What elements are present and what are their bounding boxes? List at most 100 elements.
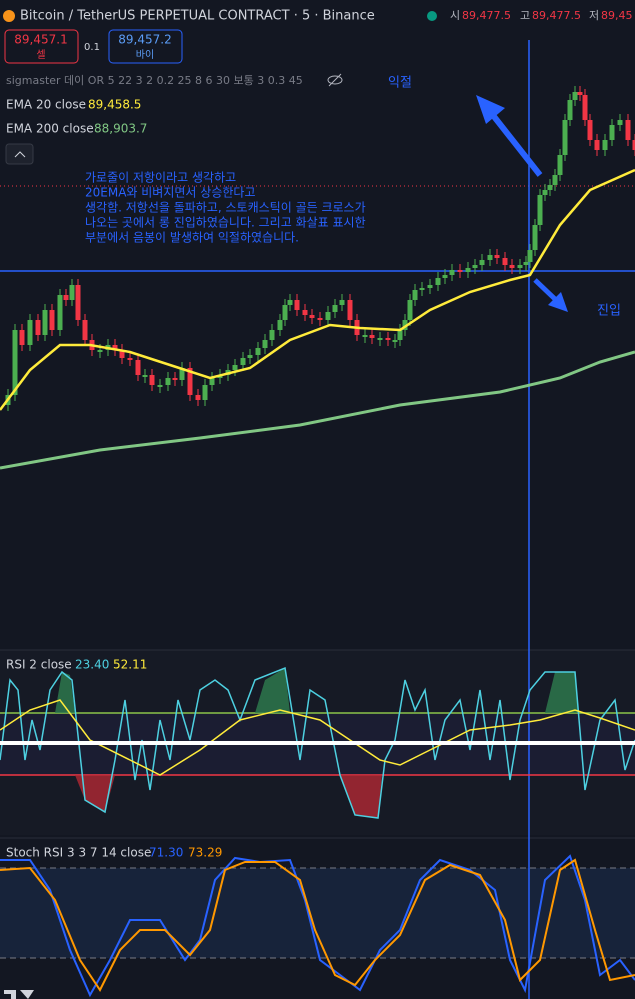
collapse-button[interactable] (5, 143, 34, 165)
candle-body (142, 375, 148, 377)
candle-body (487, 255, 493, 260)
arrow-head (476, 95, 505, 124)
candle-body (202, 385, 208, 400)
high-value: 89,477.5 (532, 9, 581, 22)
candle-body (232, 365, 238, 370)
candle-body (402, 320, 408, 330)
candle-body (449, 270, 455, 275)
candle-body (427, 285, 433, 288)
low-value: 89,45 (601, 9, 633, 22)
candle-body (517, 265, 523, 268)
spread: 0.1 (84, 42, 100, 53)
candle-body (602, 140, 608, 150)
sell-button[interactable] (4, 29, 79, 64)
hide-icon[interactable] (327, 73, 343, 87)
candle-body (339, 300, 345, 305)
candle-body (75, 285, 81, 320)
candle-body (97, 350, 103, 352)
candle-body (502, 258, 508, 265)
candle-body (632, 140, 635, 150)
candle-body (157, 385, 163, 387)
candle-body (572, 92, 578, 100)
arrows (476, 95, 568, 312)
candle-body (465, 268, 471, 272)
candle-body (42, 310, 48, 335)
arrow-head (548, 292, 568, 312)
rsi-signal-value: 52.11 (113, 658, 147, 672)
coin-icon (3, 10, 15, 22)
candle-body (82, 320, 88, 340)
candle-body (19, 330, 25, 345)
candle-body (282, 305, 288, 320)
sigmaster-label: sigmaster 데이 OR 5 22 3 2 0.2 25 8 6 30 보… (6, 74, 303, 87)
candle-body (435, 278, 441, 285)
candle-body (255, 348, 261, 355)
ema200-line (0, 350, 635, 470)
ema200-label: EMA 200 close (6, 122, 94, 136)
entry-label: 진입 (597, 304, 621, 319)
candle-body (63, 295, 69, 300)
note-line: 나오는 곳에서 롱 진입하였습니다. 그리고 화살표 표시한 (85, 216, 366, 230)
candle-body (577, 92, 583, 95)
candle-body (187, 368, 193, 395)
open-label: 시 (450, 9, 460, 22)
candle-body (195, 395, 201, 400)
ema20-line (0, 168, 635, 411)
buy-price[interactable]: 89,457.2 (118, 33, 171, 47)
candle-body (442, 275, 448, 278)
stoch-d-line (0, 858, 635, 992)
candle-body (69, 285, 75, 300)
candle-body (294, 300, 300, 310)
candle-body (457, 270, 463, 272)
stoch-k-value: 71.30 (149, 846, 183, 860)
ema200-value: 88,903.7 (94, 122, 147, 136)
tv-logo[interactable] (4, 990, 34, 999)
candle-body (407, 300, 413, 320)
note-line: 생각함. 저항선을 돌파하고, 스토캐스틱이 골든 크로스가 (85, 201, 366, 215)
arrow-up (489, 112, 543, 177)
rsi-line (0, 666, 635, 819)
ema20-value: 89,458.5 (88, 98, 141, 112)
sell-price[interactable]: 89,457.1 (14, 33, 67, 47)
collapse-icon[interactable] (14, 151, 26, 158)
candle-body (262, 340, 268, 348)
candle-body (287, 300, 293, 305)
candle-body (209, 378, 215, 385)
candle-body (362, 335, 368, 337)
candle-body (347, 300, 353, 320)
candle-body (419, 288, 425, 290)
note-line: 20EMA와 비벼지면서 상승한다고 (85, 186, 255, 200)
candle-body (609, 125, 615, 140)
buy-button[interactable] (108, 29, 183, 64)
candle-body (179, 368, 185, 380)
rsi-label: RSI 2 close (6, 658, 72, 672)
candle-body (537, 195, 543, 225)
rsi-value: 23.40 (75, 658, 109, 672)
low-label: 저 (589, 9, 599, 22)
candle-body (309, 315, 315, 318)
sell-label[interactable]: 셀 (36, 49, 45, 61)
candle-body (532, 225, 538, 250)
buy-label[interactable]: 바이 (136, 49, 154, 61)
candle-body (302, 310, 308, 315)
take-profit-label: 익절 (388, 76, 412, 91)
candle-body (472, 265, 478, 268)
candle-body (277, 320, 283, 330)
candle-body (240, 358, 246, 365)
candle-body (392, 340, 398, 342)
high-label: 고 (520, 9, 530, 22)
rsi-oversold-fill (75, 775, 382, 818)
candle-body (149, 375, 155, 385)
candle-body (247, 355, 253, 358)
candle-body (557, 155, 563, 175)
candle-body (479, 260, 485, 265)
candle-body (397, 330, 403, 340)
candle-body (552, 175, 558, 185)
candle-body (332, 305, 338, 312)
candle-body (582, 95, 588, 120)
symbol-title: Bitcoin / TetherUS PERPETUAL CONTRACT · … (20, 9, 375, 24)
candle-body (35, 320, 41, 335)
stoch-k-line (0, 854, 635, 998)
